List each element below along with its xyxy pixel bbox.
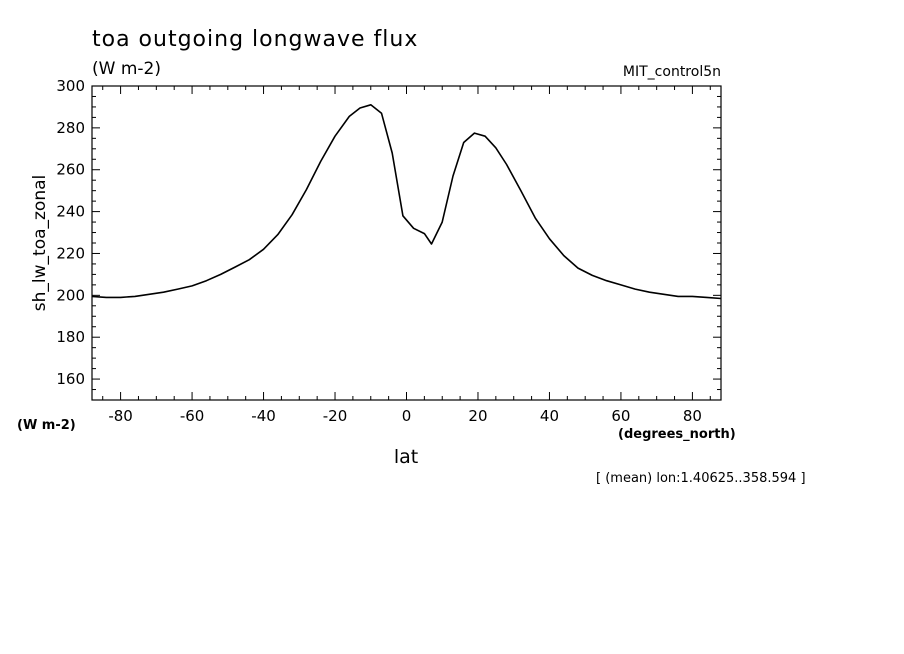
x-axis-label: lat bbox=[394, 446, 418, 468]
plot-frame bbox=[91, 85, 722, 401]
x-tick-label: 20 bbox=[468, 407, 487, 425]
chart-subtitle: (W m-2) bbox=[92, 59, 161, 79]
footnote: [ (mean) lon:1.40625..358.594 ] bbox=[596, 471, 806, 486]
y-axis-label: sh_lw_toa_zonal bbox=[30, 175, 50, 311]
x-axis-units: (degrees_north) bbox=[618, 427, 736, 442]
chart-title: toa outgoing longwave flux bbox=[92, 27, 418, 52]
x-tick-label: 40 bbox=[540, 407, 559, 425]
run-label: MIT_control5n bbox=[623, 64, 721, 80]
plot-area: -80 -60 -40 -20 0 20 40 60 80 160 180 200 220 240 260 2… bbox=[56, 77, 722, 425]
y-tick-label: 260 bbox=[56, 161, 85, 179]
x-tick-label: 60 bbox=[611, 407, 630, 425]
y-tick-label: 180 bbox=[56, 328, 85, 346]
y-axis-units: (W m-2) bbox=[17, 418, 76, 433]
y-tick-label: 200 bbox=[56, 286, 85, 304]
x-tick-label: 80 bbox=[683, 407, 702, 425]
x-tick-label: 0 bbox=[402, 407, 412, 425]
y-tick-label: 220 bbox=[56, 244, 85, 262]
x-tick-label: -60 bbox=[180, 407, 205, 425]
x-tick-label: -20 bbox=[323, 407, 348, 425]
y-tick-label: 280 bbox=[56, 119, 85, 137]
series-line bbox=[91, 104, 722, 300]
y-tick-label: 240 bbox=[56, 203, 85, 221]
x-tick-label: -80 bbox=[108, 407, 133, 425]
y-tick-label: 160 bbox=[56, 370, 85, 388]
y-tick-label: 300 bbox=[56, 77, 85, 95]
x-tick-label: -40 bbox=[251, 407, 276, 425]
